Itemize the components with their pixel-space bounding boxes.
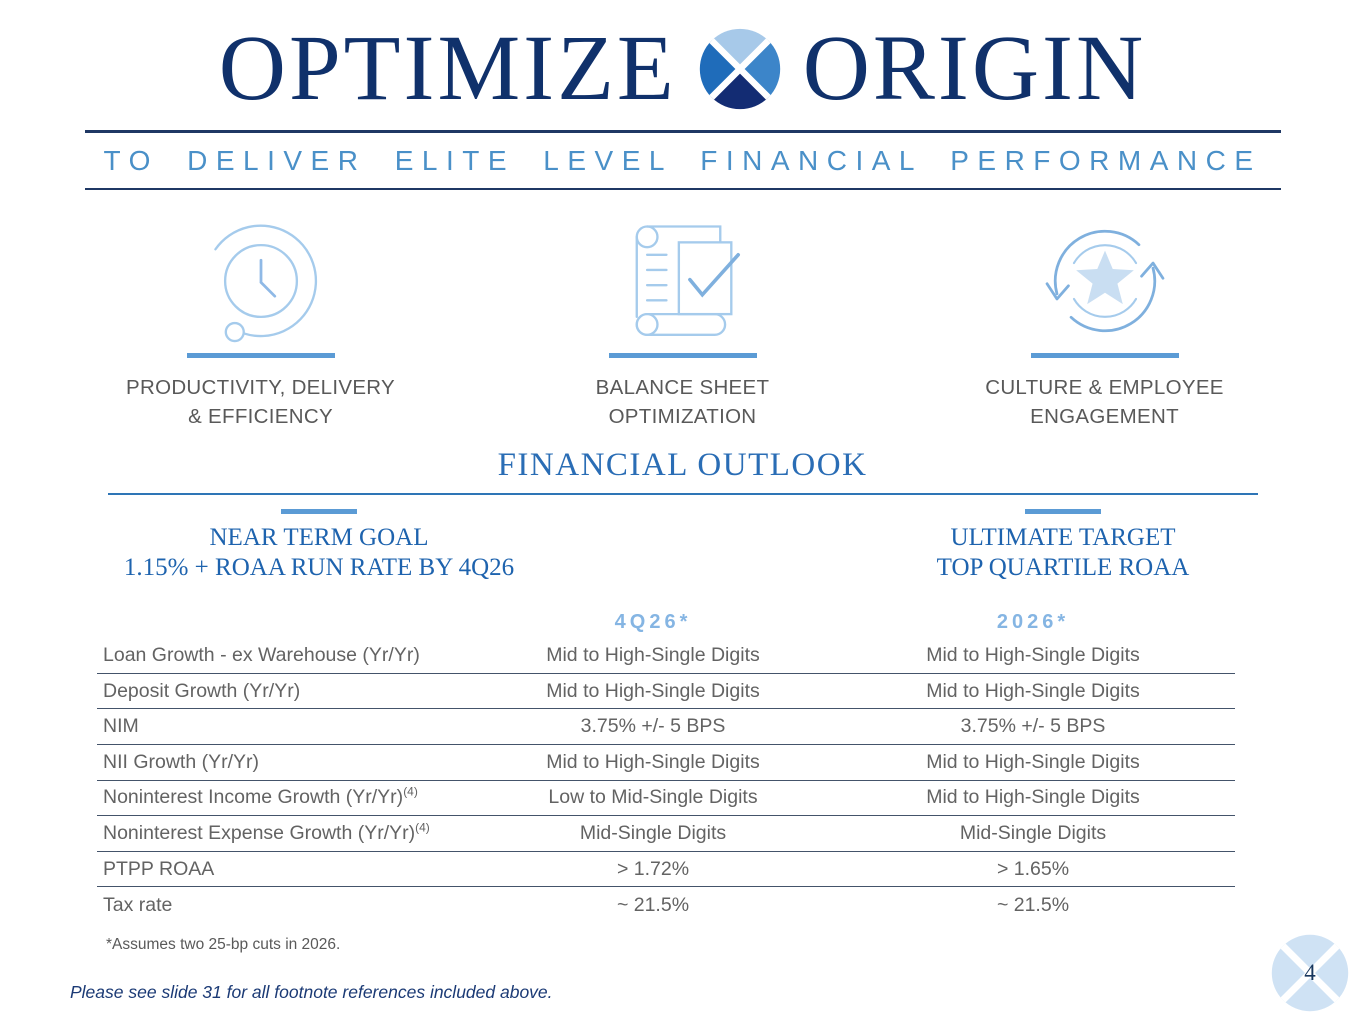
row-footnote-ref: (4) bbox=[403, 784, 418, 799]
near-term-goal-detail: 1.15% + ROAA RUN RATE BY 4Q26 bbox=[123, 554, 515, 582]
row-value-4q26: Mid to High-Single Digits bbox=[546, 644, 760, 667]
row-value-2026: Mid to High-Single Digits bbox=[926, 786, 1140, 809]
pillars-section: PRODUCTIVITY, DELIVERY & EFFICIENCY bbox=[0, 212, 1365, 431]
pillar-balance-sheet: BALANCE SHEET OPTIMIZATION bbox=[513, 212, 853, 431]
table-row: Noninterest Expense Growth (Yr/Yr)(4) Mi… bbox=[97, 816, 1235, 852]
row-label: Loan Growth - ex Warehouse (Yr/Yr) bbox=[103, 644, 420, 667]
reference-footnote: Please see slide 31 for all footnote ref… bbox=[70, 982, 553, 1002]
table-row: Noninterest Income Growth (Yr/Yr)(4) Low… bbox=[97, 781, 1235, 817]
row-value-2026: Mid to High-Single Digits bbox=[926, 679, 1140, 702]
pillar-label-line1: BALANCE SHEET bbox=[595, 375, 770, 399]
row-value-2026: > 1.65% bbox=[996, 857, 1070, 880]
row-value-4q26: 3.75% +/- 5 BPS bbox=[580, 715, 726, 738]
ultimate-target-detail: TOP QUARTILE ROAA bbox=[936, 554, 1190, 582]
row-label: Noninterest Income Growth (Yr/Yr) bbox=[103, 786, 404, 809]
row-label: Deposit Growth (Yr/Yr) bbox=[103, 679, 301, 702]
goals-section: NEAR TERM GOAL 1.15% + ROAA RUN RATE BY … bbox=[0, 509, 1365, 603]
origin-logo-watermark-icon bbox=[1271, 934, 1349, 1012]
row-value-2026: Mid to High-Single Digits bbox=[926, 644, 1140, 667]
pillar-underline bbox=[186, 353, 335, 358]
origin-logo-icon bbox=[699, 28, 780, 109]
table-row: PTPP ROAA > 1.72% > 1.65% bbox=[97, 852, 1235, 888]
table-header-4q26: 4Q26* bbox=[614, 611, 692, 634]
table-row: Deposit Growth (Yr/Yr) Mid to High-Singl… bbox=[97, 674, 1235, 710]
ultimate-target: ULTIMATE TARGET TOP QUARTILE ROAA bbox=[880, 509, 1246, 583]
row-value-2026: ~ 21.5% bbox=[996, 893, 1070, 916]
row-value-2026: Mid-Single Digits bbox=[959, 821, 1107, 844]
row-value-4q26: Mid to High-Single Digits bbox=[546, 750, 760, 773]
pillar-label-line1: CULTURE & EMPLOYEE bbox=[985, 375, 1224, 399]
table-row: NIM 3.75% +/- 5 BPS 3.75% +/- 5 BPS bbox=[97, 709, 1235, 745]
table-header-row: 4Q26* 2026* bbox=[97, 607, 1235, 638]
pillar-productivity: PRODUCTIVITY, DELIVERY & EFFICIENCY bbox=[91, 212, 431, 431]
row-value-4q26: > 1.72% bbox=[616, 857, 690, 880]
row-label: PTPP ROAA bbox=[103, 857, 215, 880]
header-rule-bottom bbox=[84, 187, 1281, 190]
clock-icon bbox=[213, 224, 317, 343]
row-footnote-ref: (4) bbox=[415, 820, 430, 835]
near-term-goal: NEAR TERM GOAL 1.15% + ROAA RUN RATE BY … bbox=[103, 509, 535, 583]
pillar-underline bbox=[608, 353, 757, 358]
outlook-table: 4Q26* 2026* Loan Growth - ex Warehouse (… bbox=[97, 607, 1235, 923]
pillar-label-line2: OPTIMIZATION bbox=[608, 404, 757, 428]
row-value-4q26: Mid-Single Digits bbox=[579, 821, 727, 844]
goal-accent-bar bbox=[281, 509, 357, 515]
pillar-culture: CULTURE & EMPLOYEE ENGAGEMENT bbox=[935, 212, 1275, 431]
brand-word-left: OPTIMIZE bbox=[218, 17, 677, 120]
row-label: NII Growth (Yr/Yr) bbox=[103, 750, 260, 773]
pillar-label: PRODUCTIVITY, DELIVERY & EFFICIENCY bbox=[126, 373, 395, 431]
pillar-label-line2: ENGAGEMENT bbox=[1030, 404, 1179, 428]
table-row: Loan Growth - ex Warehouse (Yr/Yr) Mid t… bbox=[97, 638, 1235, 674]
page-number: 4 bbox=[1304, 960, 1316, 985]
row-value-2026: 3.75% +/- 5 BPS bbox=[960, 715, 1106, 738]
outlook-rule bbox=[108, 492, 1258, 496]
goal-accent-bar bbox=[1025, 509, 1101, 515]
tagline: TO DELIVER ELITE LEVEL FINANCIAL PERFORM… bbox=[103, 144, 1262, 176]
table-row: NII Growth (Yr/Yr) Mid to High-Single Di… bbox=[97, 745, 1235, 781]
row-label: Tax rate bbox=[103, 893, 173, 916]
table-header-2026: 2026* bbox=[996, 611, 1070, 634]
pillar-label: BALANCE SHEET OPTIMIZATION bbox=[596, 373, 770, 431]
brand-header: OPTIMIZE ORIGIN bbox=[0, 0, 1365, 115]
row-value-4q26: Low to Mid-Single Digits bbox=[548, 786, 758, 809]
pillar-label-line2: & EFFICIENCY bbox=[188, 404, 333, 428]
pillar-underline bbox=[1030, 353, 1179, 358]
brand-word-right: ORIGIN bbox=[802, 17, 1147, 120]
ultimate-target-heading: ULTIMATE TARGET bbox=[950, 524, 1176, 552]
row-label: NIM bbox=[103, 715, 139, 738]
near-term-goal-heading: NEAR TERM GOAL bbox=[209, 524, 429, 552]
header-rule-top bbox=[84, 130, 1281, 133]
balance-sheet-icon bbox=[635, 225, 740, 336]
pillar-label-line1: PRODUCTIVITY, DELIVERY bbox=[126, 375, 395, 399]
culture-engagement-icon bbox=[1045, 229, 1164, 333]
row-value-2026: Mid to High-Single Digits bbox=[926, 750, 1140, 773]
outlook-title: FINANCIAL OUTLOOK bbox=[497, 446, 868, 483]
row-value-4q26: Mid to High-Single Digits bbox=[546, 679, 760, 702]
assumption-footnote: *Assumes two 25-bp cuts in 2026. bbox=[106, 935, 341, 953]
table-row: Tax rate ~ 21.5% ~ 21.5% bbox=[97, 887, 1235, 923]
star-shape bbox=[1075, 250, 1134, 305]
pillar-label: CULTURE & EMPLOYEE ENGAGEMENT bbox=[985, 373, 1224, 431]
row-label: Noninterest Expense Growth (Yr/Yr) bbox=[103, 821, 416, 844]
row-value-4q26: ~ 21.5% bbox=[616, 893, 690, 916]
page-watermark: 4 bbox=[1271, 934, 1349, 1012]
